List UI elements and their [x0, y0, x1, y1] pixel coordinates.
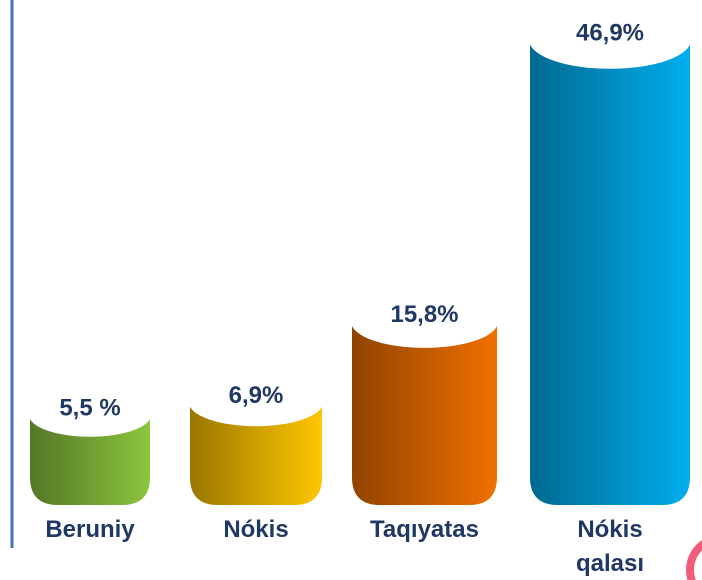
bar-cap [351, 0, 498, 322]
category-label: Nókis qalası [575, 516, 645, 577]
bar-cap [29, 0, 151, 416]
value-label: 5,5 % [59, 395, 120, 422]
bar-shading [352, 308, 497, 505]
value-label: 6,9% [229, 382, 284, 409]
corner-decoration [694, 550, 702, 580]
category-label: Beruniy [45, 516, 135, 543]
bar-shading [530, 25, 690, 505]
value-label: 46,9% [576, 19, 644, 46]
bar-cap [189, 0, 323, 403]
bar-cap [529, 0, 691, 40]
value-label: 15,8% [390, 301, 458, 328]
category-label: Taqıyatas [370, 516, 479, 543]
category-label: Nókis [223, 516, 289, 543]
